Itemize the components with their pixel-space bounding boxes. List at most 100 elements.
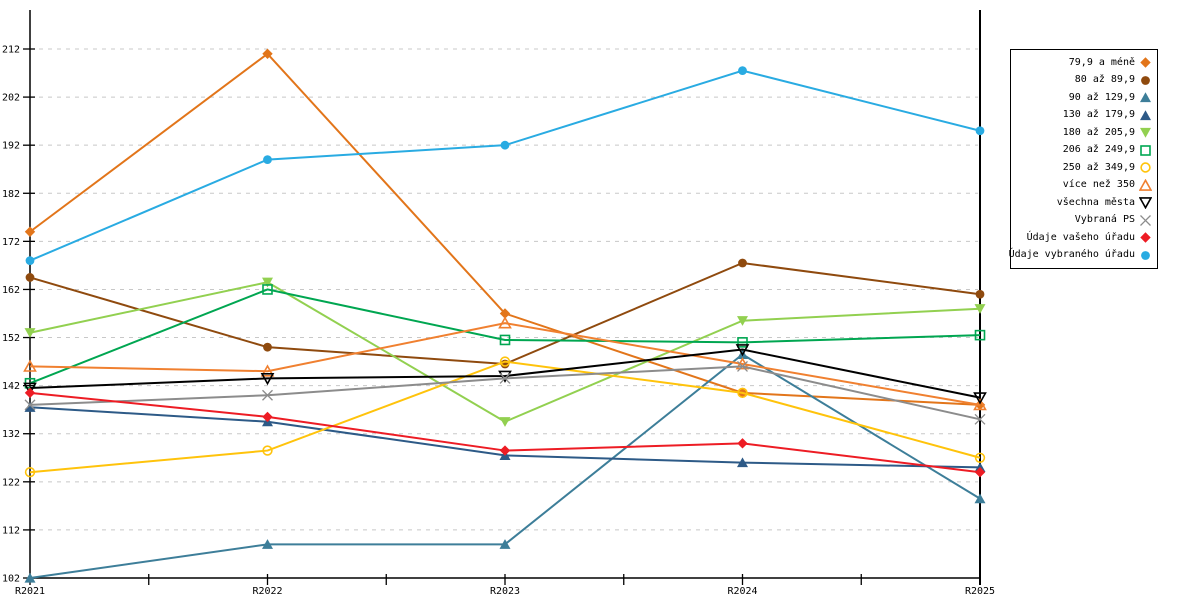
series-line-7 — [29, 322, 981, 406]
legend: 79,9 a méně 80 až 89,9 90 až 129,9 130 až 1… — [1008, 49, 1158, 269]
series-2-point-1 — [262, 539, 273, 549]
series-2-point-2 — [499, 539, 511, 549]
legend-item: 130 až 179,9 — [1011, 109, 1157, 122]
series-0-point-0 — [24, 226, 36, 237]
legend-item: všechna města — [1011, 196, 1157, 210]
x-tick-label: R2025 — [965, 586, 995, 597]
series-6-point-4 — [974, 452, 986, 463]
series-line-8 — [29, 348, 981, 399]
y-tick-label: 162 — [2, 285, 20, 296]
series-9-point-1 — [262, 389, 273, 401]
x-tick-label: R2024 — [727, 586, 757, 597]
series-4-point-0 — [24, 328, 36, 338]
series-10-point-0 — [24, 387, 36, 399]
series-1-point-3 — [738, 258, 747, 268]
series-3-point-0 — [24, 402, 36, 412]
legend-marker-circle-icon — [1141, 75, 1150, 85]
y-tick-label: 172 — [2, 237, 20, 248]
series-line-10 — [29, 391, 981, 474]
legend-item: 90 až 129,9 — [1011, 91, 1157, 104]
series-5-point-2 — [499, 334, 511, 346]
legend-item: Údaje vašeho úřadu — [1011, 231, 1157, 244]
series-line-6 — [29, 360, 981, 474]
y-tick-label: 212 — [2, 45, 20, 56]
series-9-point-3 — [737, 360, 748, 372]
series-8-point-3 — [735, 344, 750, 357]
legend-item: více než 350 — [1011, 178, 1157, 192]
series-10-point-1 — [262, 411, 273, 423]
series-7-point-0 — [23, 359, 37, 372]
series-8-point-1 — [260, 373, 275, 386]
series-11-point-4 — [975, 126, 985, 136]
legend-label: více než 350 — [1062, 179, 1135, 191]
y-tick-label: 142 — [2, 381, 20, 392]
legend-marker-triangle-down-icon — [1140, 128, 1151, 138]
legend-marker-triangle-up-icon — [1140, 92, 1151, 103]
x-tick-label: R2021 — [15, 586, 45, 597]
series-6-point-1 — [262, 445, 273, 456]
series-6-point-2 — [499, 356, 511, 367]
series-line-4 — [29, 281, 981, 423]
series-8-point-0 — [23, 382, 37, 395]
series-11-point-1 — [263, 155, 272, 165]
legend-marker-triangle-up-icon — [1139, 178, 1152, 191]
series-5-point-4 — [974, 329, 986, 341]
series-11-point-0 — [25, 256, 35, 265]
series-line-0 — [29, 52, 981, 406]
legend-item: 80 až 89,9 — [1011, 74, 1157, 87]
series-0-point-2 — [499, 308, 511, 319]
y-tick-label: 202 — [2, 93, 20, 104]
legend-label: 80 až 89,9 — [1074, 74, 1135, 86]
legend-marker-circle-icon — [1141, 250, 1150, 260]
series-5-point-1 — [262, 284, 273, 295]
series-4-point-4 — [974, 304, 986, 314]
series-10-point-3 — [737, 438, 748, 449]
series-10-point-2 — [499, 445, 511, 456]
series-0-point-1 — [262, 48, 273, 60]
series-1-point-4 — [975, 289, 985, 299]
series-1-point-1 — [263, 342, 272, 352]
legend-item: Vybraná PS — [1011, 214, 1157, 227]
series-1-point-0 — [25, 273, 35, 282]
series-line-11 — [29, 69, 981, 262]
series-7-point-4 — [973, 398, 987, 411]
series-7-point-2 — [498, 316, 512, 329]
series-6-point-0 — [24, 467, 36, 478]
legend-label: Údaje vybraného úřadu — [1008, 249, 1135, 261]
series-11-point-2 — [500, 140, 510, 150]
legend-label: 90 až 129,9 — [1068, 91, 1135, 103]
series-11-point-3 — [738, 66, 747, 76]
series-4-point-1 — [262, 277, 273, 288]
series-2-point-4 — [974, 493, 986, 504]
legend-item: 79,9 a méně — [1011, 56, 1157, 69]
series-9-point-2 — [499, 372, 511, 384]
legend-item: 250 až 349,9 — [1011, 161, 1157, 174]
x-tick-label: R2023 — [490, 586, 520, 597]
legend-label: Vybraná PS — [1074, 214, 1135, 226]
series-4-point-3 — [737, 316, 748, 326]
series-line-5 — [29, 288, 981, 385]
legend-marker-triangle-up-icon — [1140, 110, 1151, 120]
legend-label: Údaje vašeho úřadu — [1026, 231, 1135, 243]
y-tick-label: 132 — [2, 429, 20, 440]
series-4-point-2 — [499, 417, 511, 427]
y-tick-label: 152 — [2, 333, 20, 344]
legend-item: Údaje vybraného úřadu — [1008, 249, 1157, 262]
legend-item: 180 až 205,9 — [1011, 126, 1157, 139]
legend-label: 79,9 a méně — [1068, 56, 1135, 68]
series-10-point-4 — [974, 467, 986, 478]
legend-label: 250 až 349,9 — [1062, 161, 1135, 173]
legend-marker-diamond-icon — [1140, 57, 1151, 68]
legend-label: 206 až 249,9 — [1062, 144, 1135, 156]
y-tick-label: 182 — [2, 189, 20, 200]
legend-label: všechna města — [1056, 196, 1135, 208]
series-9-point-4 — [974, 413, 986, 425]
series-2-point-0 — [24, 572, 36, 583]
y-tick-label: 192 — [2, 141, 20, 152]
y-tick-label: 102 — [2, 574, 20, 585]
legend-marker-x-icon — [1140, 214, 1151, 226]
y-tick-label: 112 — [2, 525, 20, 536]
x-tick-label: R2022 — [252, 586, 282, 597]
